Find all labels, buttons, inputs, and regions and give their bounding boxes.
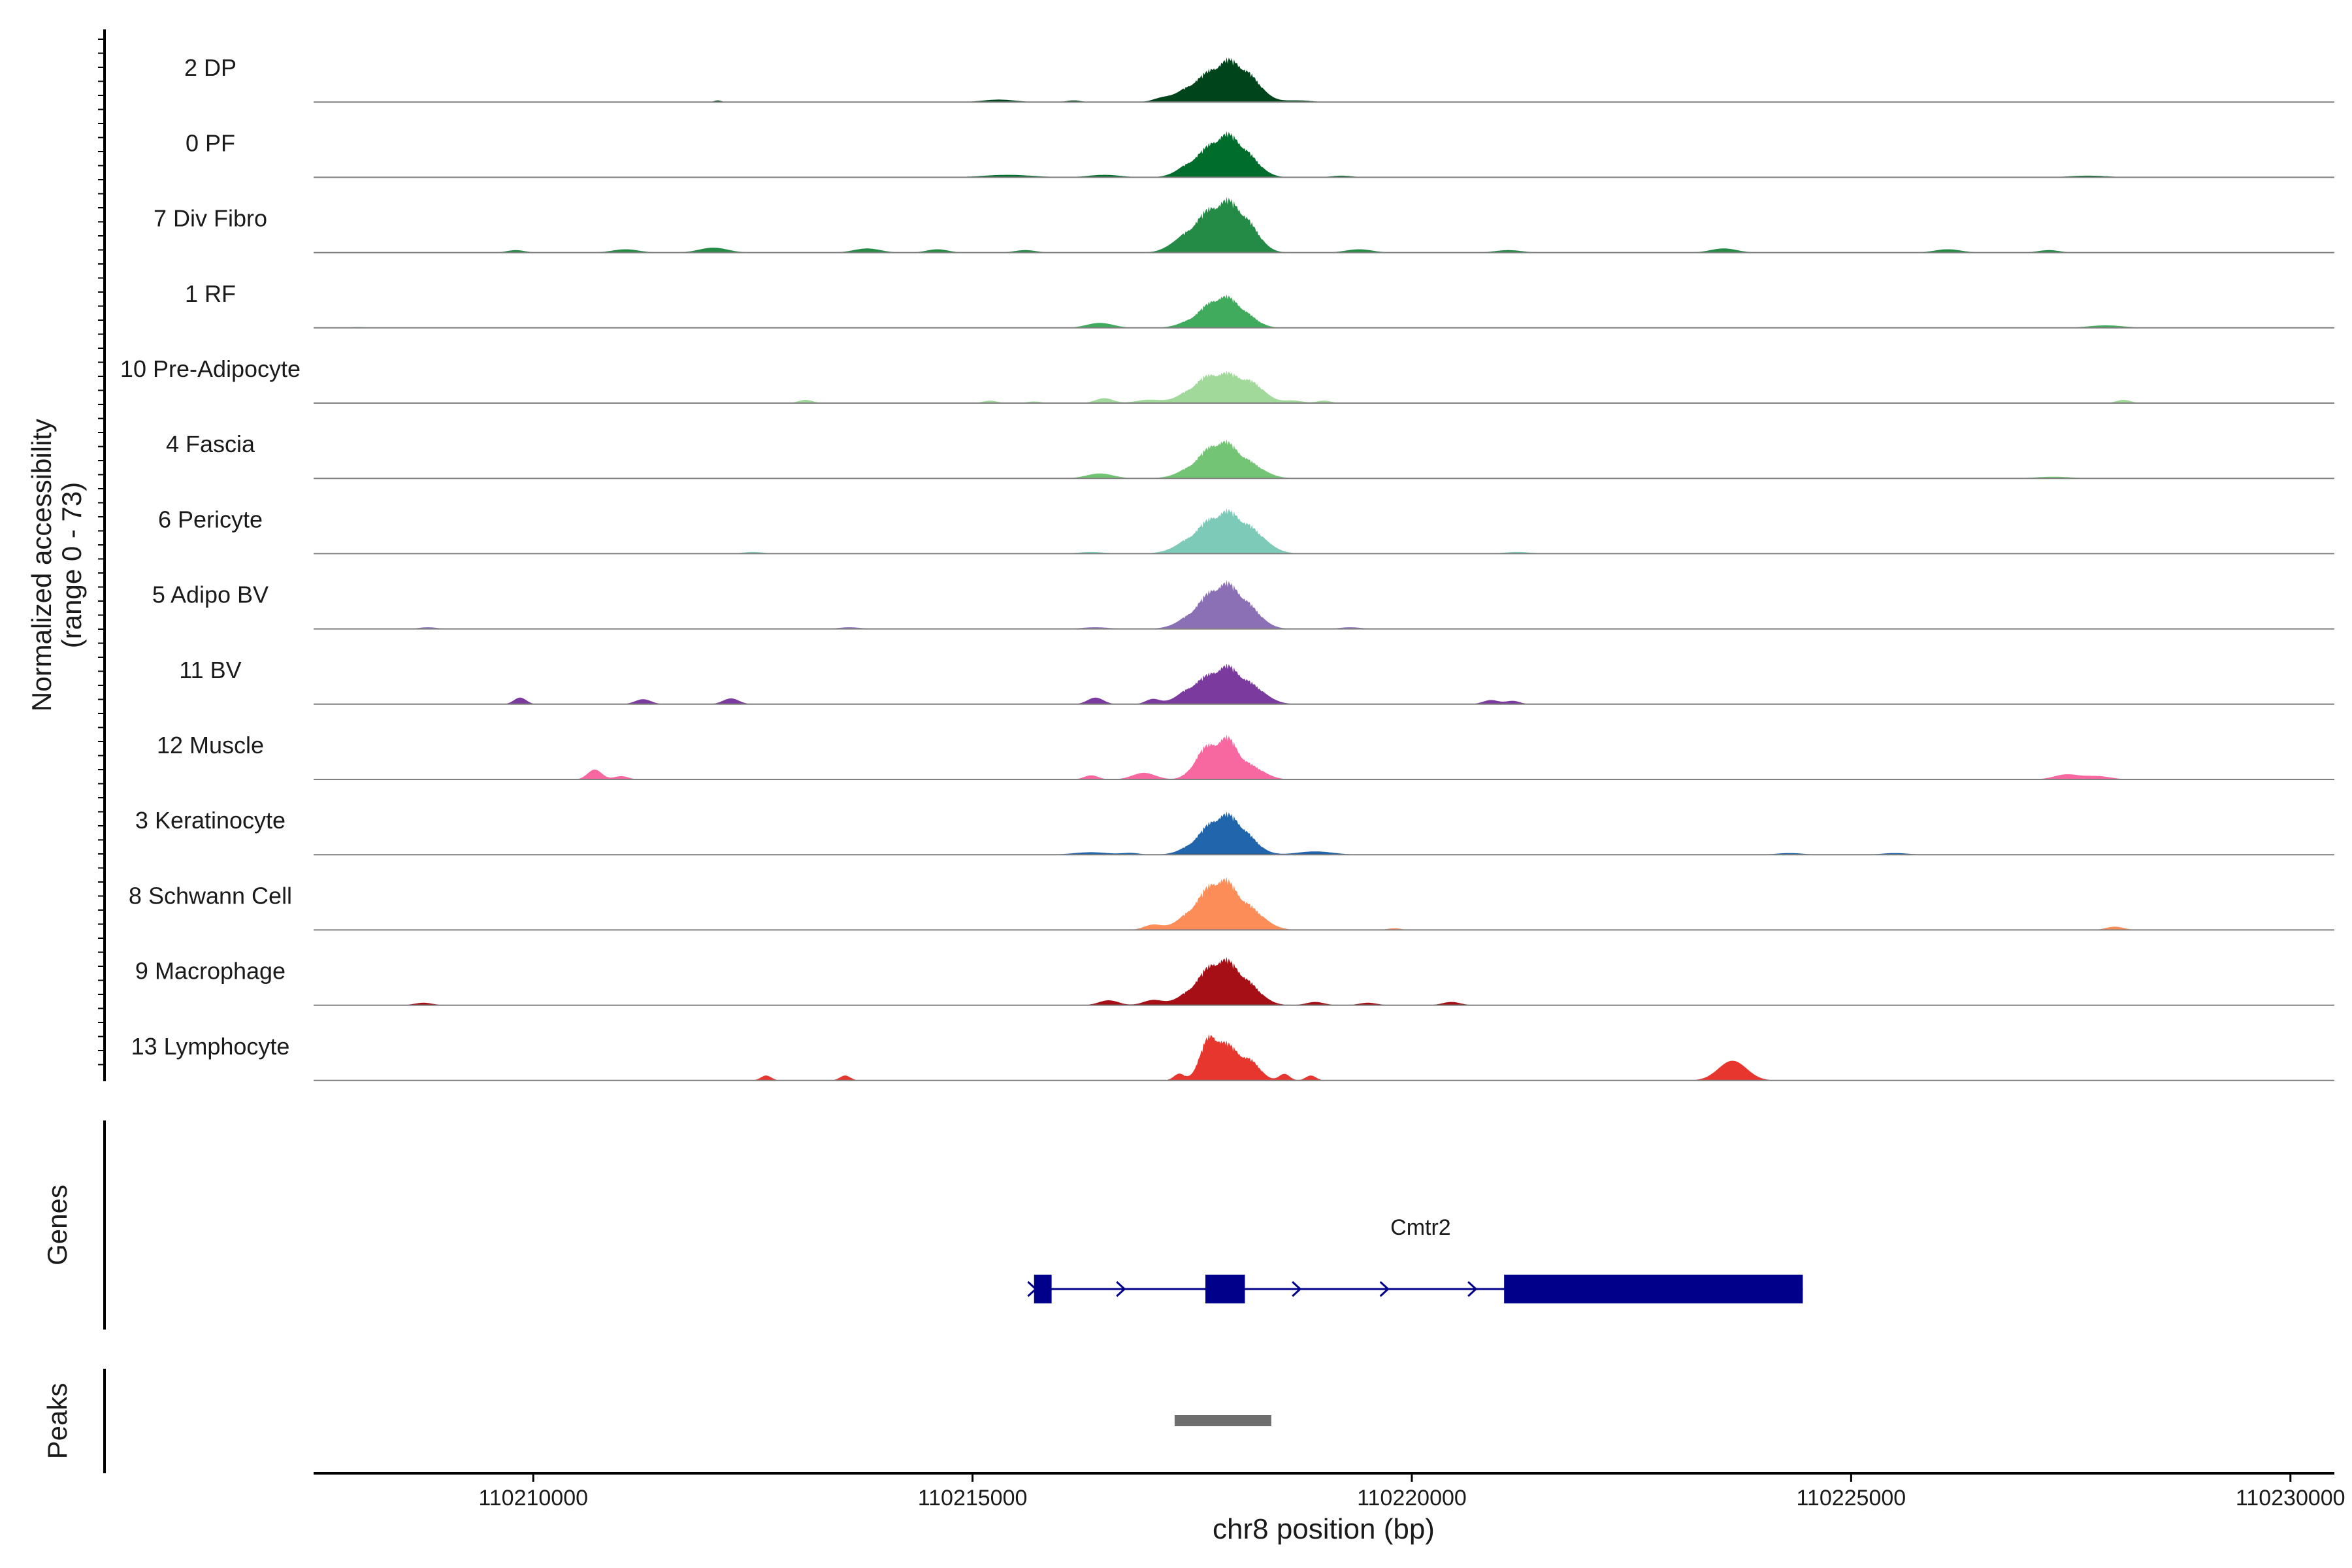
track-label: 1 RF bbox=[185, 280, 236, 307]
coverage-area bbox=[314, 370, 2334, 403]
coverage-area bbox=[314, 580, 2334, 629]
coverage-area bbox=[314, 734, 2334, 779]
peak-region bbox=[1174, 1415, 1271, 1426]
track-13: 9 Macrophage bbox=[135, 956, 2334, 1006]
track-label: 8 Schwann Cell bbox=[129, 882, 292, 909]
track-label: 11 BV bbox=[179, 657, 241, 683]
coverage-tracks: 2 DP 0 PF 7 Div Fibro 1 RF 10 Pre-Adipocyte 4… bbox=[120, 54, 2334, 1081]
gene-exon bbox=[1205, 1275, 1245, 1303]
x-tick-label: 110215000 bbox=[918, 1486, 1028, 1511]
track-11: 3 Keratinocyte bbox=[135, 807, 2334, 856]
x-tick-label: 110225000 bbox=[1797, 1486, 1906, 1511]
track-9: 11 BV bbox=[179, 657, 2334, 705]
gene-label: Cmtr2 bbox=[1390, 1215, 1451, 1240]
track-14: 13 Lymphocyte bbox=[131, 1033, 2334, 1081]
track-label: 13 Lymphocyte bbox=[131, 1033, 290, 1060]
track-8: 5 Adipo BV bbox=[152, 580, 2334, 630]
coverage-area bbox=[314, 131, 2334, 178]
x-tick-label: 110220000 bbox=[1357, 1486, 1467, 1511]
coverage-area bbox=[314, 57, 2334, 103]
track-5: 10 Pre-Adipocyte bbox=[120, 355, 2334, 404]
track-label: 6 Pericyte bbox=[158, 506, 263, 532]
track-label: 0 PF bbox=[186, 129, 235, 156]
coverage-area bbox=[314, 811, 2334, 855]
strand-arrow bbox=[1467, 1281, 1478, 1298]
x-axis-label: chr8 position (bp) bbox=[1213, 1513, 1435, 1545]
track-label: 3 Keratinocyte bbox=[135, 807, 286, 834]
peak-regions bbox=[1174, 1415, 1271, 1426]
y-axis-label-line2: (range 0 - 73) bbox=[56, 482, 87, 648]
track-12: 8 Schwann Cell bbox=[129, 877, 2334, 931]
track-1: 2 DP bbox=[184, 54, 2334, 103]
coverage-area bbox=[314, 663, 2334, 704]
track-label: 7 Div Fibro bbox=[154, 205, 267, 232]
coverage-area bbox=[314, 508, 2334, 554]
coverage-area bbox=[314, 877, 2334, 930]
x-axis-ticks: 110210000 110215000 110220000 110225000 1102… bbox=[478, 1473, 2345, 1511]
coverage-area bbox=[314, 439, 2334, 479]
x-tick-label: 110230000 bbox=[2236, 1486, 2345, 1511]
strand-arrow bbox=[1379, 1281, 1390, 1298]
gene-model bbox=[1027, 1275, 1803, 1303]
gene-exon bbox=[1034, 1275, 1052, 1303]
track-10: 12 Muscle bbox=[157, 732, 2334, 780]
coverage-area bbox=[314, 197, 2334, 253]
coverage-area bbox=[314, 1034, 2334, 1081]
genes-track-title: Genes bbox=[42, 1184, 73, 1266]
track-label: 9 Macrophage bbox=[135, 958, 286, 985]
x-tick-label: 110210000 bbox=[478, 1486, 588, 1511]
track-label: 2 DP bbox=[184, 54, 237, 81]
track-4: 1 RF bbox=[185, 280, 2334, 329]
track-3: 7 Div Fibro bbox=[154, 197, 2334, 253]
track-7: 6 Pericyte bbox=[158, 506, 2334, 555]
strand-arrow bbox=[1292, 1281, 1302, 1298]
track-label: 5 Adipo BV bbox=[152, 581, 269, 608]
gene-exon bbox=[1504, 1275, 1803, 1303]
track-label: 10 Pre-Adipocyte bbox=[120, 355, 301, 382]
coverage-area bbox=[314, 294, 2334, 328]
y-axis-label-line1: Normalized accessibility bbox=[26, 419, 57, 711]
track-6: 4 Fascia bbox=[166, 431, 2334, 480]
coverage-area bbox=[314, 956, 2334, 1005]
strand-arrow bbox=[1116, 1281, 1126, 1298]
track-label: 12 Muscle bbox=[157, 732, 264, 759]
coverage-y-axis-ticks bbox=[98, 39, 105, 1066]
track-2: 0 PF bbox=[186, 129, 2334, 178]
peaks-track-title: Peaks bbox=[42, 1383, 73, 1460]
track-label: 4 Fascia bbox=[166, 431, 255, 457]
